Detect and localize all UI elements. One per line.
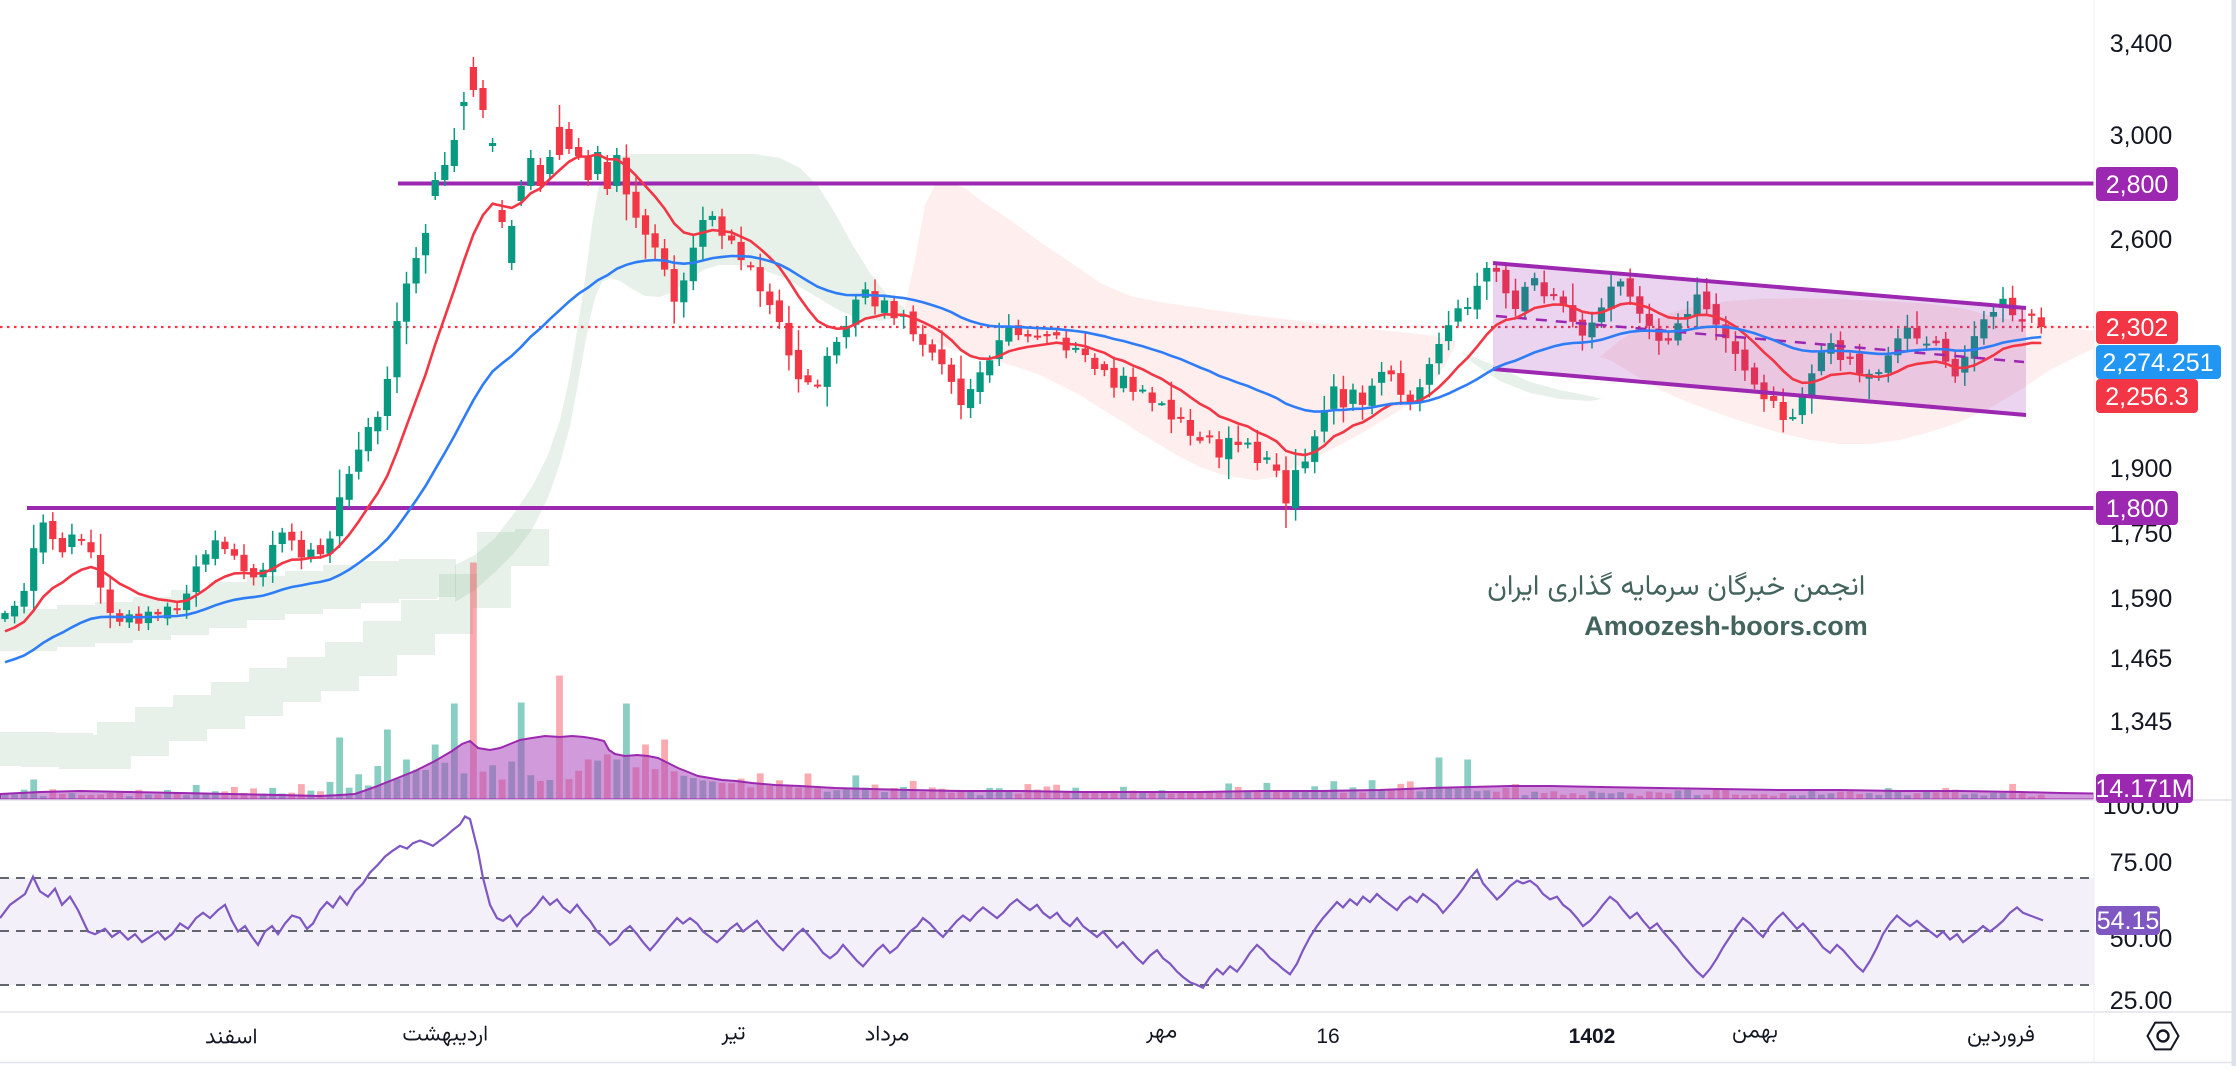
svg-text:Amoozesh-boors.com: Amoozesh-boors.com <box>1584 611 1868 641</box>
svg-text:14.171M: 14.171M <box>2095 775 2192 803</box>
svg-text:2,600: 2,600 <box>2110 226 2173 254</box>
svg-text:3,000: 3,000 <box>2110 122 2173 150</box>
svg-text:1,800: 1,800 <box>2106 495 2169 523</box>
svg-text:2,800: 2,800 <box>2106 171 2169 199</box>
svg-text:54.15: 54.15 <box>2097 907 2160 935</box>
svg-text:75.00: 75.00 <box>2110 849 2173 877</box>
svg-text:2,256.3: 2,256.3 <box>2105 383 2188 411</box>
svg-text:1,590: 1,590 <box>2110 585 2173 613</box>
svg-text:1,900: 1,900 <box>2110 455 2173 483</box>
svg-text:3,400: 3,400 <box>2110 30 2173 58</box>
svg-text:1,465: 1,465 <box>2110 645 2173 673</box>
svg-text:2,302: 2,302 <box>2106 314 2169 342</box>
svg-text:2,274.251: 2,274.251 <box>2102 349 2213 377</box>
svg-text:1,345: 1,345 <box>2110 708 2173 736</box>
svg-text:16: 16 <box>1316 1025 1339 1048</box>
svg-text:1402: 1402 <box>1569 1025 1616 1048</box>
svg-text:25.00: 25.00 <box>2110 987 2173 1015</box>
